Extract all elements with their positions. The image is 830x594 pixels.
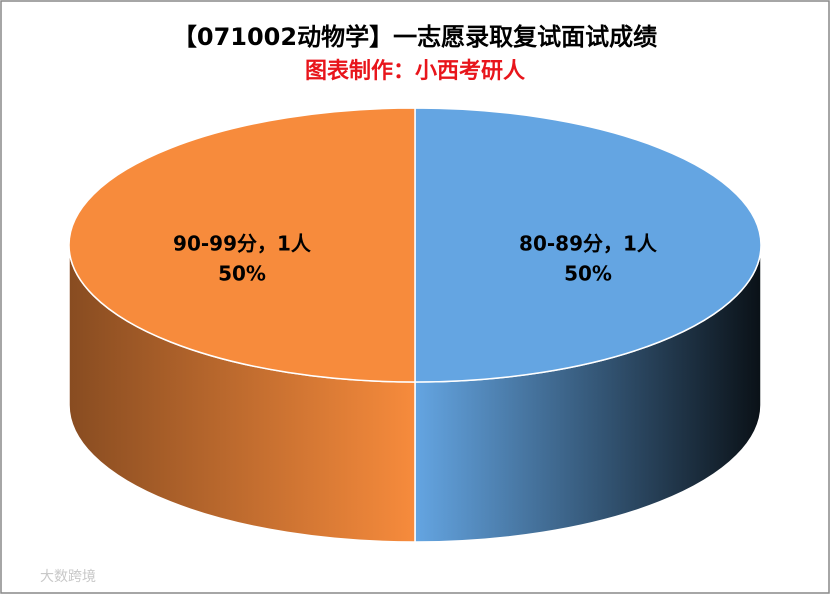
chart-subtitle: 图表制作：小西考研人 [305, 59, 525, 84]
chart-title: 【071002动物学】一志愿录取复试面试成绩 [173, 23, 657, 51]
value-label: 50% [218, 262, 266, 286]
value-label: 50% [564, 262, 612, 286]
slice [68, 107, 416, 383]
slice [414, 107, 762, 383]
slice-label: 90-99分，1人 [173, 232, 312, 256]
watermark: 大数跨境 [40, 569, 96, 585]
slice-label: 80-89分，1人 [519, 232, 658, 256]
